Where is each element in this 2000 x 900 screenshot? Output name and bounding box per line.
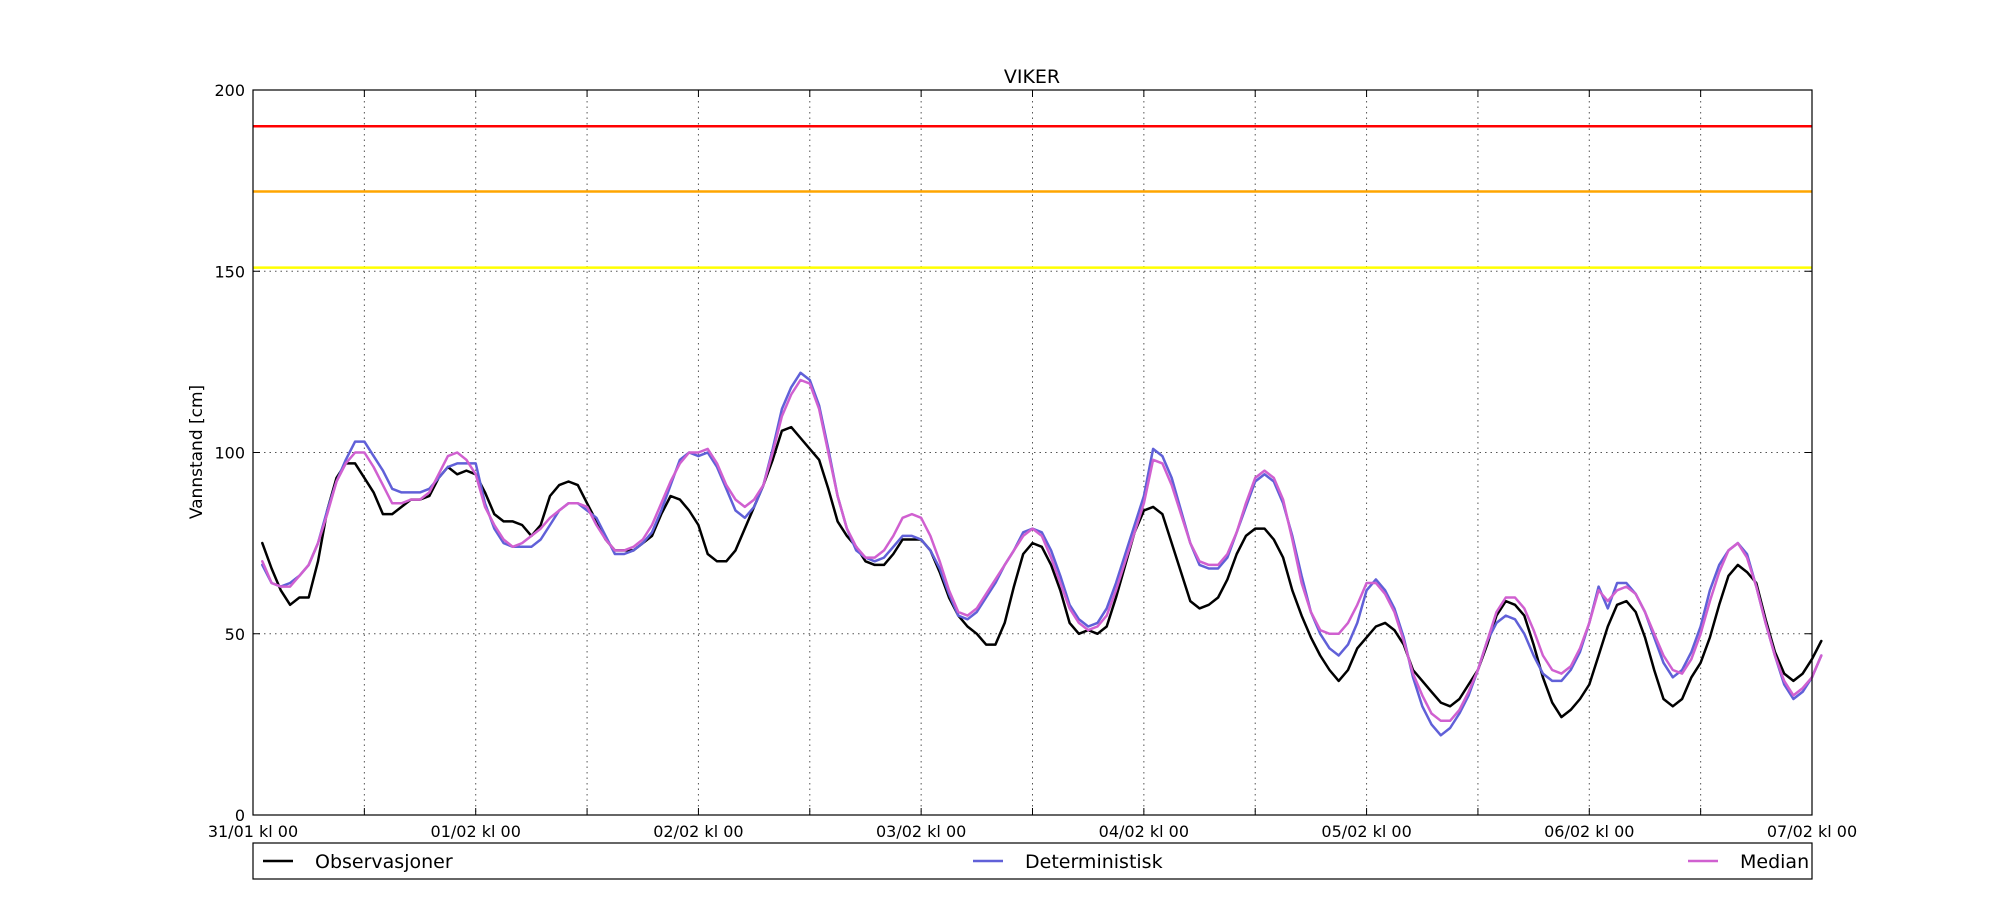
series-line-observasjoner [261, 425, 1823, 719]
x-tick-label: 02/02 kl 00 [653, 822, 743, 841]
x-tick-label: 05/02 kl 00 [1321, 822, 1411, 841]
chart-title: VIKER [1004, 66, 1060, 88]
legend-label: Deterministisk [1025, 851, 1163, 873]
x-tick-label: 06/02 kl 00 [1544, 822, 1634, 841]
y-axis-ticks: 0 50 100 150 200 [214, 81, 1812, 825]
x-tick-label: 04/02 kl 00 [1099, 822, 1189, 841]
legend-label: Median [1740, 851, 1809, 873]
legend-frame [252, 842, 1813, 880]
series-line-median [261, 378, 1823, 723]
threshold-lines [253, 125, 1812, 269]
y-tick-label: 0 [235, 806, 245, 825]
x-tick-label: 01/02 kl 00 [431, 822, 521, 841]
y-tick-label: 150 [214, 262, 245, 281]
y-tick-label: 200 [214, 81, 245, 100]
y-axis-label: Vannstand [cm] [187, 385, 207, 519]
series-lines [261, 371, 1823, 737]
y-tick-label: 50 [225, 625, 245, 644]
series-line-deterministisk [261, 371, 1823, 737]
x-tick-label: 31/01 kl 00 [208, 822, 298, 841]
x-tick-label: 07/02 kl 00 [1767, 822, 1857, 841]
legend-label: Observasjoner [315, 851, 453, 873]
x-tick-label: 03/02 kl 00 [876, 822, 966, 841]
y-tick-label: 100 [214, 444, 245, 463]
x-axis-ticks: 31/01 kl 00 01/02 kl 00 02/02 kl 00 03/02 k… [208, 90, 1857, 841]
grid [253, 90, 1812, 815]
legend: Observasjoner Deterministisk Median [252, 842, 1813, 880]
